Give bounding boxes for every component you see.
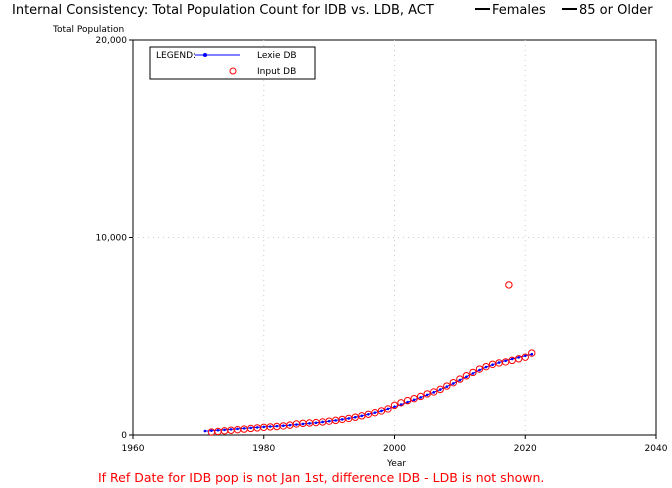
lexie-db-point <box>491 363 494 366</box>
y-tick-label: 20,000 <box>96 36 128 46</box>
lexie-db-point <box>471 372 475 375</box>
lexie-db-point <box>406 400 409 404</box>
lexie-db-point <box>419 396 422 399</box>
series-points-lexie-db <box>203 352 534 433</box>
lexie-db-point <box>275 424 279 428</box>
lexie-db-point <box>295 423 298 426</box>
input-db-point <box>443 382 451 390</box>
input-db-point <box>416 392 425 401</box>
lexie-db-point <box>445 385 449 388</box>
x-tick-label: 2000 <box>383 444 406 454</box>
lexie-db-point <box>412 398 416 402</box>
input-db-point <box>456 375 464 383</box>
x-axis-label: Year <box>386 459 406 469</box>
lexie-db-point <box>367 412 370 416</box>
lexie-db-point <box>347 417 351 420</box>
lexie-db-point <box>249 426 252 430</box>
lexie-db-point <box>327 419 331 423</box>
lexie-db-point <box>210 429 213 432</box>
input-db-point <box>397 399 405 407</box>
input-db-point <box>377 407 386 415</box>
input-db-point <box>436 385 444 394</box>
series-points-input-db <box>207 281 536 436</box>
input-db-point <box>390 401 399 410</box>
input-db-point <box>430 388 438 396</box>
lexie-db-point <box>510 357 514 361</box>
lexie-db-point <box>425 393 429 397</box>
lexie-db-point <box>236 427 239 431</box>
lexie-db-point <box>288 423 292 427</box>
lexie-db-point <box>478 368 481 372</box>
input-db-point <box>371 408 379 417</box>
lexie-db-point <box>386 407 390 411</box>
chart-title-suffix-1: Females <box>492 3 546 18</box>
x-tick-label: 2040 <box>645 444 668 454</box>
lexie-db-point <box>308 422 311 425</box>
input-db-point <box>469 368 477 377</box>
legend-marker-lexie-db <box>203 53 207 57</box>
input-db-point <box>482 362 490 371</box>
y-tick-label: 0 <box>121 431 127 441</box>
input-db-point <box>475 365 484 373</box>
input-db-point <box>521 353 529 361</box>
legend: LEGEND: Lexie DB Input DB <box>149 46 316 80</box>
lexie-db-point <box>497 361 501 364</box>
x-tick-label: 1960 <box>122 444 145 454</box>
x-axis-ticks: 1960 1980 2000 2020 2040 <box>122 435 668 454</box>
legend-marker-input-db <box>229 67 237 75</box>
y-axis-ticks: 0 10,000 20,000 <box>96 36 133 441</box>
lexie-db-point <box>465 375 468 379</box>
lexie-db-point <box>334 419 337 422</box>
legend-label-input-db: Input DB <box>257 67 296 77</box>
legend-label-lexie-db: Lexie DB <box>257 51 297 61</box>
lexie-db-point <box>517 356 521 359</box>
lexie-db-point <box>229 428 233 431</box>
x-tick-label: 2020 <box>514 444 537 454</box>
chart-title: Internal Consistency: Total Population C… <box>12 3 434 18</box>
input-db-point <box>462 372 471 380</box>
lexie-db-point <box>242 427 246 430</box>
chart-title-suffix-2: 85 or Older <box>579 3 653 18</box>
lexie-db-point <box>223 428 226 432</box>
lexie-db-point <box>203 429 207 433</box>
footnote: If Ref Date for IDB pop is not Jan 1st, … <box>98 470 544 485</box>
lexie-db-point <box>504 359 507 363</box>
lexie-db-point <box>340 418 344 421</box>
input-db-point <box>410 394 418 403</box>
lexie-db-point <box>282 424 285 428</box>
lexie-db-point <box>530 352 534 356</box>
lexie-db-point <box>380 409 383 413</box>
lexie-db-point <box>432 391 436 394</box>
lexie-db-point <box>523 354 527 358</box>
lexie-db-point <box>216 428 220 432</box>
grid <box>133 40 656 435</box>
lexie-db-point <box>399 403 403 406</box>
x-tick-label: 1980 <box>252 444 275 454</box>
input-db-point <box>528 349 536 357</box>
input-db-point <box>403 396 412 405</box>
y-tick-label: 10,000 <box>96 234 128 244</box>
lexie-db-point <box>360 414 364 418</box>
lexie-db-point <box>321 420 324 424</box>
lexie-db-point <box>268 425 272 428</box>
input-db-point <box>449 378 458 387</box>
y-axis-label: Total Population <box>52 25 124 35</box>
lexie-db-point <box>353 415 357 419</box>
lexie-db-point <box>484 365 488 369</box>
lexie-db-point <box>393 405 396 409</box>
lexie-db-point <box>301 422 305 426</box>
input-db-point <box>505 281 513 289</box>
input-db-point <box>384 405 392 413</box>
lexie-db-point <box>452 382 455 385</box>
legend-title: LEGEND: <box>156 51 196 61</box>
lexie-db-point <box>262 425 266 429</box>
input-db-point <box>423 390 431 398</box>
lexie-db-point <box>458 378 462 382</box>
lexie-db-point <box>438 388 442 391</box>
lexie-db-point <box>314 421 318 425</box>
lexie-db-point <box>373 411 377 414</box>
lexie-db-point <box>255 426 259 429</box>
